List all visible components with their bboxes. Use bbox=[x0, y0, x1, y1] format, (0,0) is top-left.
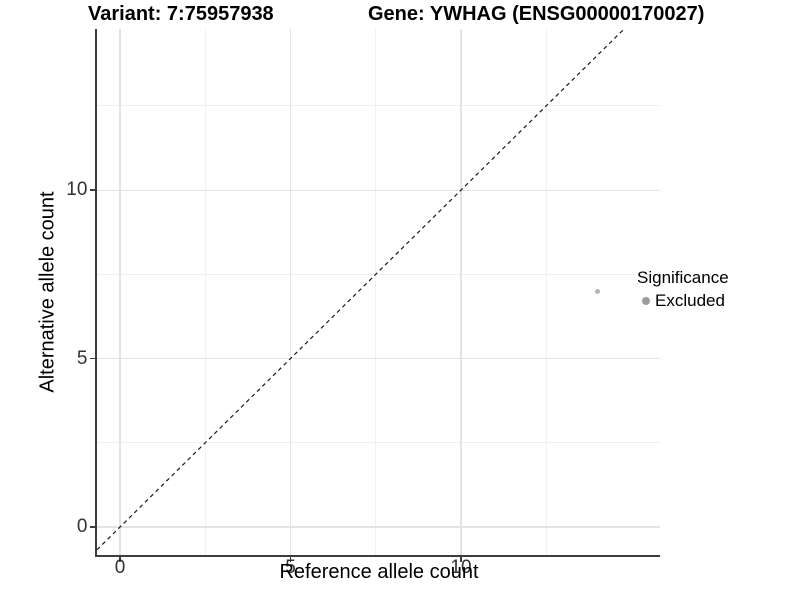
gridline-y-major bbox=[97, 526, 660, 528]
y-tick bbox=[90, 526, 96, 528]
data-point bbox=[594, 288, 600, 294]
gridline-y-major bbox=[97, 358, 660, 360]
legend-item-label: Excluded bbox=[655, 291, 725, 310]
y-axis-title: Alternative allele count bbox=[36, 191, 59, 393]
x-tick bbox=[119, 556, 121, 562]
gene-title: Gene: YWHAG (ENSG00000170027) bbox=[368, 3, 705, 25]
gridline-x-major bbox=[289, 29, 292, 555]
y-tick-label: 5 bbox=[76, 347, 88, 369]
legend-title: Significance bbox=[637, 268, 729, 287]
legend-key-dot bbox=[642, 297, 650, 305]
gridline-y-minor bbox=[97, 105, 660, 107]
variant-title: Variant: 7:75957938 bbox=[88, 3, 274, 25]
y-tick bbox=[90, 189, 96, 191]
gridline-x-major bbox=[460, 29, 462, 555]
x-tick bbox=[289, 556, 292, 562]
gridline-y-minor bbox=[97, 442, 660, 444]
gridline-x-minor bbox=[375, 29, 377, 555]
gridline-x-major bbox=[119, 29, 121, 555]
y-axis-line bbox=[95, 29, 97, 557]
gridline-x-minor bbox=[204, 29, 206, 555]
x-axis-line bbox=[95, 555, 660, 557]
x-tick-label: 5 bbox=[285, 557, 296, 578]
y-tick bbox=[90, 357, 96, 360]
x-tick bbox=[460, 556, 462, 562]
legend: Significance Excluded bbox=[637, 267, 729, 311]
x-tick-label: 0 bbox=[114, 557, 126, 578]
y-tick-label: 10 bbox=[66, 179, 88, 201]
gridline-x-minor bbox=[545, 29, 547, 555]
gridline-y-minor bbox=[97, 273, 660, 275]
x-axis-title: Reference allele count bbox=[279, 561, 479, 583]
y-tick-label: 0 bbox=[76, 516, 88, 538]
gridline-y-major bbox=[97, 189, 660, 191]
x-tick-label: 10 bbox=[450, 557, 472, 578]
legend-item-excluded: Excluded bbox=[637, 291, 729, 311]
